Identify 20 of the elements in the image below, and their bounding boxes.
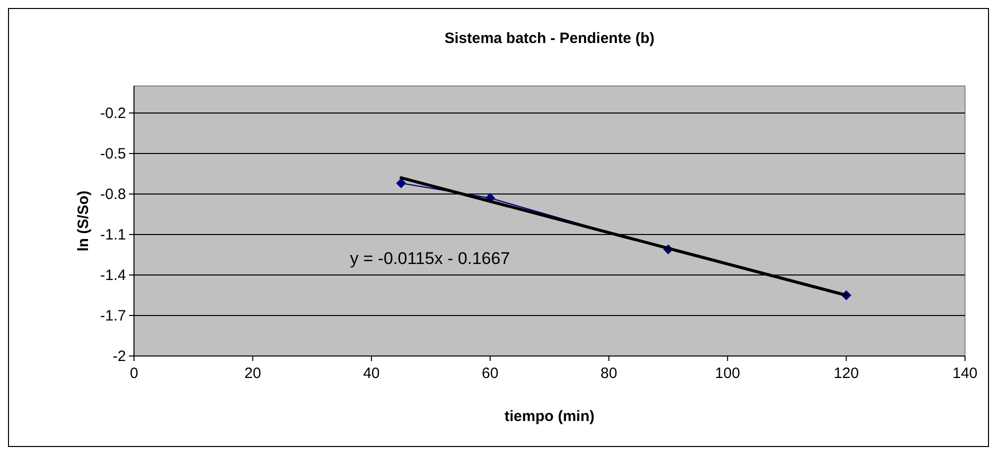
y-tick-label: -0.5 — [100, 146, 126, 162]
x-tick-label: 120 — [834, 365, 859, 382]
x-tick-label: 100 — [715, 365, 740, 382]
y-tick-label: -1.4 — [100, 267, 126, 284]
chart-title: Sistema batch - Pendiente (b) — [444, 30, 655, 47]
y-tick-label: -0.8 — [100, 186, 126, 203]
y-tick-label: -1.7 — [100, 308, 126, 324]
x-axis-title: tiempo (min) — [504, 408, 594, 425]
y-tick-label: -0.2 — [100, 105, 126, 122]
x-tick-label: 40 — [363, 365, 380, 382]
point — [396, 178, 406, 188]
y-tick-label: -2 — [112, 348, 126, 365]
x-tick-label: 0 — [130, 365, 138, 382]
annotation: y = -0.0115x - 0.1667 — [350, 249, 510, 268]
x-tick-label: 80 — [600, 365, 618, 382]
x-tick-label: 60 — [482, 365, 498, 382]
y-axis-title: ln (S/So) — [75, 190, 92, 252]
x-tick-label: 140 — [952, 365, 978, 382]
y-tick-label: -1.1 — [100, 226, 126, 244]
x-tick-label: 20 — [244, 365, 262, 382]
